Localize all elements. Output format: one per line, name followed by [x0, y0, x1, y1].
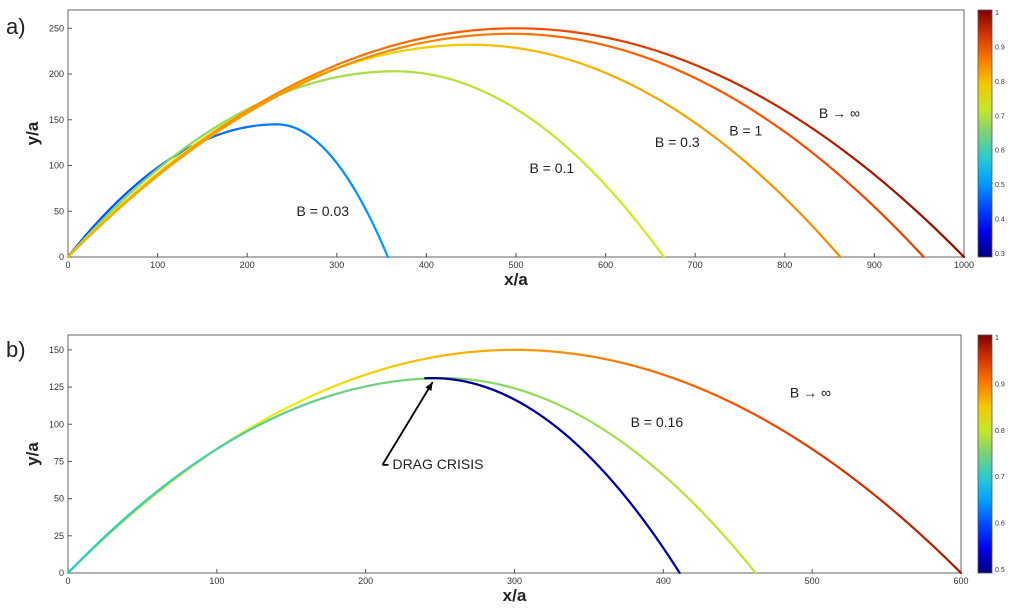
colorbar-tick-label: 0.3: [995, 251, 1005, 258]
y-tick-label: 200: [49, 69, 64, 79]
series-line: [66, 123, 389, 259]
x-tick-label: 200: [240, 260, 255, 270]
y-tick-label: 25: [54, 531, 64, 541]
annotation-label: B → ∞: [790, 384, 831, 400]
colorbar-tick-label: 0.7: [995, 113, 1005, 120]
y-tick-label: 100: [49, 161, 64, 171]
x-axis-label: x/a: [503, 586, 527, 605]
chart-panel-a: a) 0 100 200 300 400 500 600 700 800 900 1000 0 50 10…: [0, 0, 1013, 300]
colorbar-tick-label: 0.8: [995, 79, 1005, 86]
annotation-label: B = 0.1: [529, 160, 574, 176]
colorbar-tick-label: 0.9: [995, 381, 1005, 388]
chart-svg-b: 0 100 200 300 400 500 600 0 25 50 75 100 125 150 x/a y/…: [23, 334, 1005, 605]
y-tick-label: 0: [59, 252, 64, 262]
colorbar-tick-label: 1: [995, 335, 999, 342]
x-tick-label: 500: [508, 260, 523, 270]
x-tick-label: 900: [867, 260, 882, 270]
series-line: [424, 377, 681, 575]
y-tick-label: 75: [54, 456, 64, 466]
annotation-label: B = 1: [729, 122, 762, 138]
x-tick-label: 100: [209, 576, 224, 586]
colorbar-tick-label: 0.9: [995, 44, 1005, 51]
x-tick-label: 500: [805, 576, 820, 586]
y-tick-label: 150: [49, 115, 64, 125]
panel-label-a: a): [6, 14, 26, 39]
x-tick-label: 800: [777, 260, 792, 270]
x-tick-label: 1000: [954, 260, 974, 270]
series-line: [66, 70, 665, 259]
y-tick-label: 250: [49, 23, 64, 33]
annotation-label: B = 0.3: [655, 134, 700, 150]
x-tick-label: 400: [419, 260, 434, 270]
y-tick-label: 50: [54, 206, 64, 216]
series-line: [66, 27, 966, 259]
x-axis-label: x/a: [504, 270, 528, 289]
annotation-label: B → ∞: [819, 105, 860, 121]
x-tick-label: 200: [358, 576, 373, 586]
x-tick-label: 600: [598, 260, 613, 270]
colorbar: [977, 334, 993, 574]
series-line: [66, 348, 963, 575]
chart-svg-a: 0 100 200 300 400 500 600 700 800 900 1000 0 50 100 15…: [23, 9, 1005, 289]
annotation-label: DRAG CRISIS: [392, 456, 483, 472]
y-tick-label: 50: [54, 494, 64, 504]
y-axis-label: y/a: [23, 121, 42, 145]
x-tick-label: 0: [65, 260, 70, 270]
y-tick-label: 125: [49, 382, 64, 392]
annotation-label: B = 0.16: [631, 414, 684, 430]
colorbar-tick-label: 0.5: [995, 182, 1005, 189]
panel-label-b: b): [6, 337, 26, 362]
colorbar: [977, 9, 993, 258]
series-line: [66, 377, 757, 575]
colorbar-tick-label: 0.4: [995, 217, 1005, 224]
annotation-label: B = 0.03: [296, 203, 349, 219]
y-axis-label: y/a: [23, 442, 42, 466]
annotation-arrow: [381, 381, 434, 466]
x-tick-label: 300: [329, 260, 344, 270]
x-tick-label: 400: [656, 576, 671, 586]
y-tick-label: 0: [59, 568, 64, 578]
colorbar-tick-label: 0.6: [995, 521, 1005, 528]
colorbar-tick-label: 0.6: [995, 148, 1005, 155]
x-tick-label: 100: [150, 260, 165, 270]
plot-frame: [67, 334, 962, 574]
y-tick-label: 100: [49, 419, 64, 429]
y-tick-label: 150: [49, 345, 64, 355]
colorbar-tick-label: 0.8: [995, 428, 1005, 435]
annotation-arrowhead: [425, 382, 433, 392]
colorbar-tick-label: 0.5: [995, 567, 1005, 574]
x-tick-label: 600: [953, 576, 968, 586]
x-tick-label: 0: [65, 576, 70, 586]
colorbar-tick-label: 0.7: [995, 474, 1005, 481]
x-tick-label: 300: [507, 576, 522, 586]
chart-panel-b: b) 0 100 200 300 400 500 600 0 25 50 75 100 125 150 x/…: [0, 305, 1013, 609]
x-tick-label: 700: [688, 260, 703, 270]
colorbar-tick-label: 1: [995, 10, 999, 17]
